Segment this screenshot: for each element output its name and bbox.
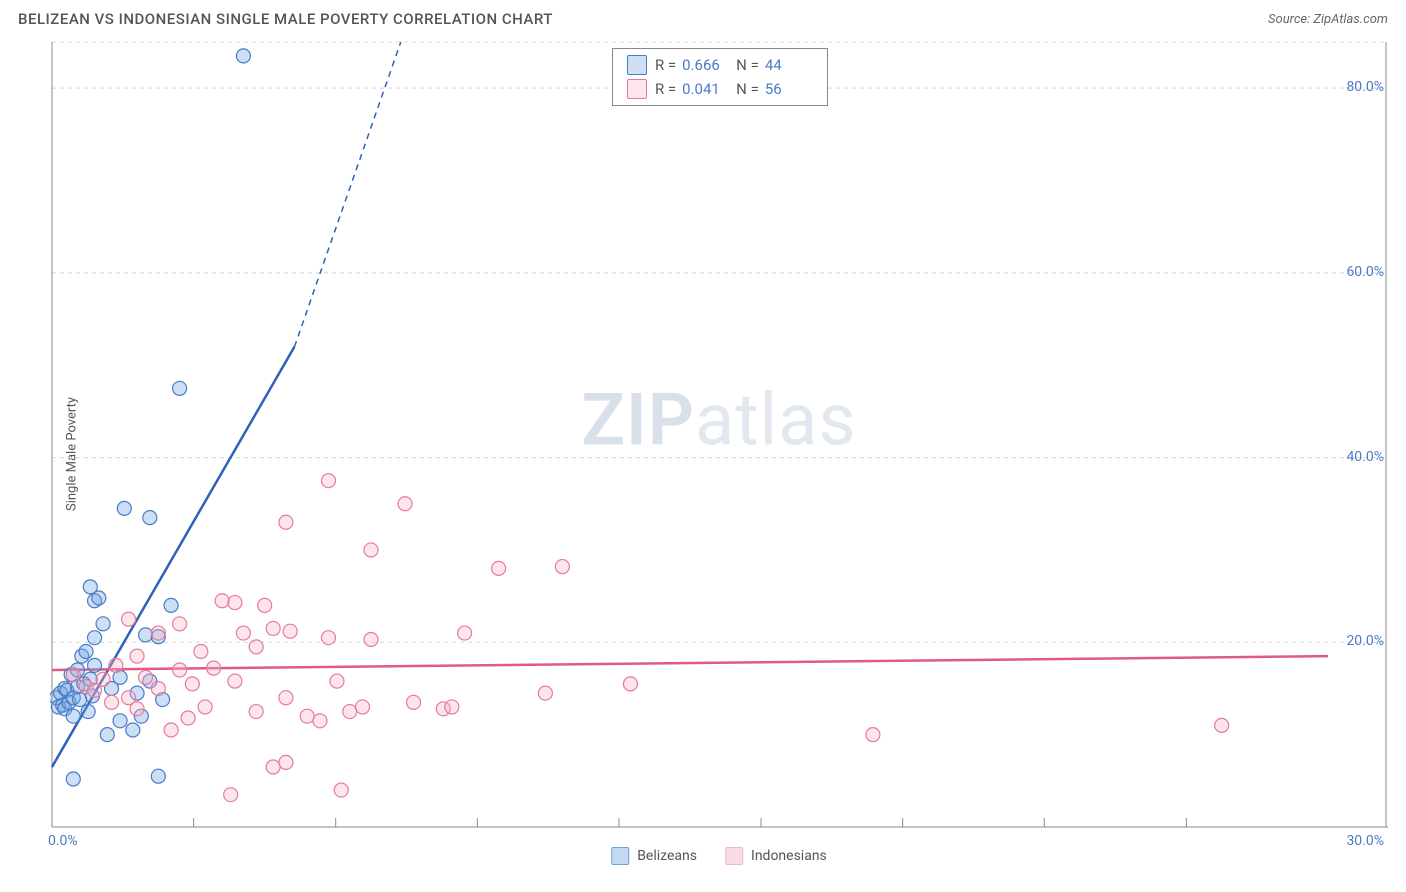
legend-item: Indonesians xyxy=(725,847,827,865)
legend-swatch xyxy=(725,847,743,865)
y-tick-label: 40.0% xyxy=(1346,449,1384,465)
correlation-legend: R = 0.666 N = 44 R = 0.041 N = 56 xyxy=(612,48,828,106)
n-value: 44 xyxy=(765,56,813,74)
r-label: R = xyxy=(655,80,676,98)
n-value: 56 xyxy=(765,80,813,98)
r-value: 0.041 xyxy=(682,80,730,98)
legend-label: Belizeans xyxy=(637,848,697,864)
legend-item: Belizeans xyxy=(611,847,697,865)
scatter-plot xyxy=(50,40,1388,867)
n-label: N = xyxy=(736,80,759,98)
series-legend: Belizeans Indonesians xyxy=(611,847,827,865)
x-tick-label: 0.0% xyxy=(48,833,78,849)
correlation-row: R = 0.666 N = 44 xyxy=(627,53,813,77)
n-label: N = xyxy=(736,56,759,74)
legend-label: Indonesians xyxy=(751,848,827,864)
legend-swatch xyxy=(611,847,629,865)
y-tick-label: 20.0% xyxy=(1346,633,1384,649)
source-attribution: Source: ZipAtlas.com xyxy=(1268,12,1388,27)
y-tick-label: 80.0% xyxy=(1346,79,1384,95)
correlation-row: R = 0.041 N = 56 xyxy=(627,77,813,101)
y-tick-label: 60.0% xyxy=(1346,264,1384,280)
chart-container: Single Male Poverty ZIPatlas R =0.666N =… xyxy=(50,40,1388,867)
r-value: 0.666 xyxy=(682,56,730,74)
r-label: R = xyxy=(655,56,676,74)
correlation-swatch xyxy=(627,55,647,75)
correlation-swatch xyxy=(627,79,647,99)
x-tick-label: 30.0% xyxy=(1346,833,1384,849)
chart-title: BELIZEAN VS INDONESIAN SINGLE MALE POVER… xyxy=(18,10,553,28)
